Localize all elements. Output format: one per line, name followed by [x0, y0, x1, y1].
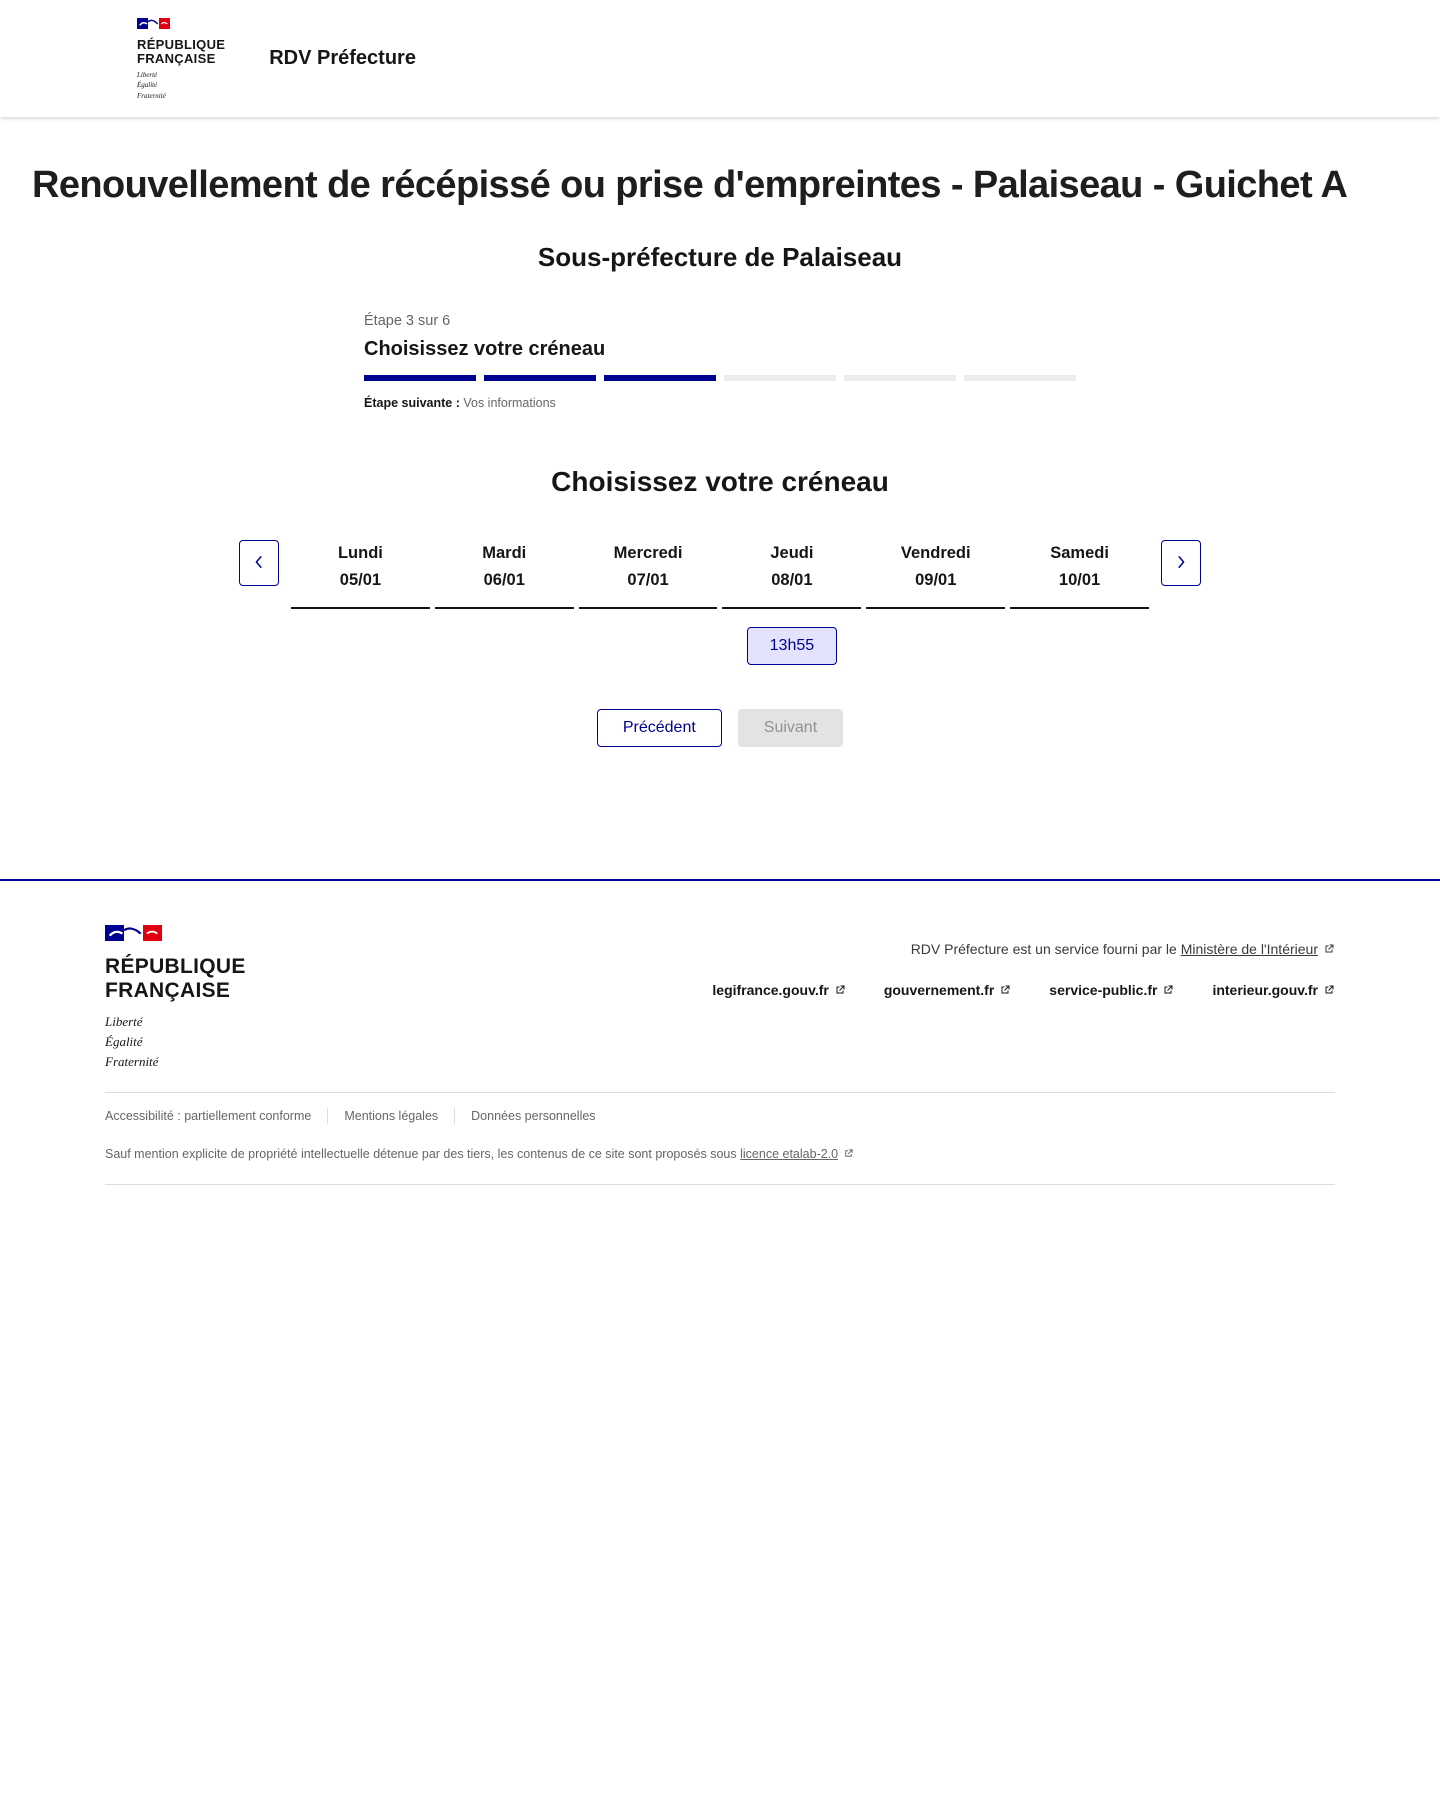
next-button[interactable]: Suivant — [737, 709, 844, 748]
slot-cell-samedi — [1010, 609, 1149, 665]
brand-motto: Liberté Égalité Fraternité — [105, 1013, 159, 1069]
step-title: Choisissez votre créneau — [364, 338, 606, 361]
app-title[interactable]: RDV Préfecture — [269, 47, 416, 69]
slot-cell-vendredi — [866, 609, 1005, 665]
accessibility-link[interactable]: Accessibilité : partiellement conforme — [105, 1109, 312, 1124]
donnees-personnelles-link[interactable]: Données personnelles — [471, 1109, 596, 1124]
licence-etalab-link[interactable]: licence etalab-2.0 — [740, 1147, 839, 1162]
wizard-actions: Précédent Suivant — [0, 709, 1440, 879]
prefecture-subtitle: Sous-préfecture de Palaiseau — [537, 242, 903, 273]
progress-segment — [604, 375, 716, 382]
next-step-line: Étape suivante : Vos informations — [364, 396, 1076, 410]
progress-track — [364, 375, 1076, 382]
previous-week-button[interactable] — [239, 540, 279, 587]
footer-site-links: legifrance.gouv.fr gouvernement.fr servi… — [712, 982, 1335, 999]
license-line: Sauf mention explicite de propriété inte… — [105, 1147, 1335, 1162]
next-step-value: Vos informations — [463, 396, 556, 411]
link-service-public[interactable]: service-public.fr — [1049, 982, 1174, 999]
external-link-icon — [1323, 942, 1335, 958]
day-header-vendredi: Vendredi 09/01 — [866, 540, 1006, 610]
footer-divider — [105, 1092, 1335, 1094]
slot-picker-heading: Choisissez votre créneau — [551, 466, 889, 498]
slot-cell-mardi — [435, 609, 574, 665]
external-link-icon — [1323, 983, 1335, 999]
service-provider-text: RDV Préfecture est un service fourni par… — [712, 941, 1335, 958]
progress-segment — [364, 375, 476, 382]
french-flag-icon — [105, 925, 246, 946]
brand-motto: Liberté Égalité Fraternité — [137, 70, 166, 100]
slots-row: 13h55 — [239, 609, 1201, 666]
progress-segment — [724, 375, 836, 382]
day-header-mardi: Mardi 06/01 — [434, 540, 574, 610]
french-flag-icon — [137, 16, 225, 34]
footer: RÉPUBLIQUE FRANÇAISE Liberté Égalité Frater… — [0, 879, 1440, 1186]
slot-cell-jeudi: 13h55 — [722, 609, 861, 666]
main-content: Renouvellement de récépissé ou prise d'e… — [0, 161, 1440, 879]
external-link-icon — [834, 983, 846, 999]
external-link-icon — [1162, 983, 1174, 999]
ministere-interieur-link[interactable]: Ministère de l'Intérieur — [1180, 941, 1318, 958]
footer-bottom-links: Accessibilité : partiellement conforme M… — [105, 1093, 1335, 1125]
day-headers-row: Lundi 05/01 Mardi 06/01 Mercredi 07/01 Jeud… — [291, 540, 1149, 610]
day-header-jeudi: Jeudi 08/01 — [722, 540, 862, 610]
next-week-button[interactable] — [1161, 540, 1201, 587]
next-step-label: Étape suivante : — [364, 396, 460, 411]
stepper: Étape 3 sur 6 Choisissez votre créneau É… — [364, 313, 1076, 410]
link-interieur[interactable]: interieur.gouv.fr — [1212, 982, 1335, 999]
brand-name: RÉPUBLIQUE FRANÇAISE — [137, 36, 226, 67]
footer-end-divider — [105, 1184, 1335, 1186]
link-legifrance[interactable]: legifrance.gouv.fr — [712, 982, 845, 999]
slot-calendar: Lundi 05/01 Mardi 06/01 Mercredi 07/01 Jeud… — [239, 540, 1201, 666]
page-title: Renouvellement de récépissé ou prise d'e… — [32, 164, 1348, 206]
header-logo[interactable]: RÉPUBLIQUE FRANÇAISE Liberté Égalité Frater… — [137, 16, 225, 102]
footer-logo[interactable]: RÉPUBLIQUE FRANÇAISE Liberté Égalité Frater… — [105, 925, 246, 1072]
link-gouvernement[interactable]: gouvernement.fr — [884, 982, 1011, 999]
chevron-right-icon — [1172, 553, 1190, 574]
time-slot-button[interactable]: 13h55 — [746, 627, 838, 666]
day-header-lundi: Lundi 05/01 — [291, 540, 430, 610]
day-header-mercredi: Mercredi 07/01 — [578, 540, 718, 610]
chevron-left-icon — [250, 553, 268, 574]
vertical-divider — [327, 1108, 329, 1125]
day-header-samedi: Samedi 10/01 — [1010, 540, 1149, 610]
step-counter-label: Étape 3 sur 6 — [364, 313, 451, 330]
progress-segment — [964, 375, 1076, 382]
mentions-legales-link[interactable]: Mentions légales — [344, 1109, 439, 1124]
external-link-icon — [999, 983, 1011, 999]
brand-name: RÉPUBLIQUE FRANÇAISE — [105, 955, 246, 1002]
progress-segment — [484, 375, 596, 382]
header: RÉPUBLIQUE FRANÇAISE Liberté Égalité Frater… — [0, 0, 1440, 117]
progress-segment — [844, 375, 956, 382]
external-link-icon — [843, 1148, 854, 1162]
slot-cell-lundi — [291, 609, 430, 665]
previous-button[interactable]: Précédent — [596, 709, 722, 748]
slot-cell-mercredi — [579, 609, 718, 665]
vertical-divider — [454, 1108, 456, 1125]
